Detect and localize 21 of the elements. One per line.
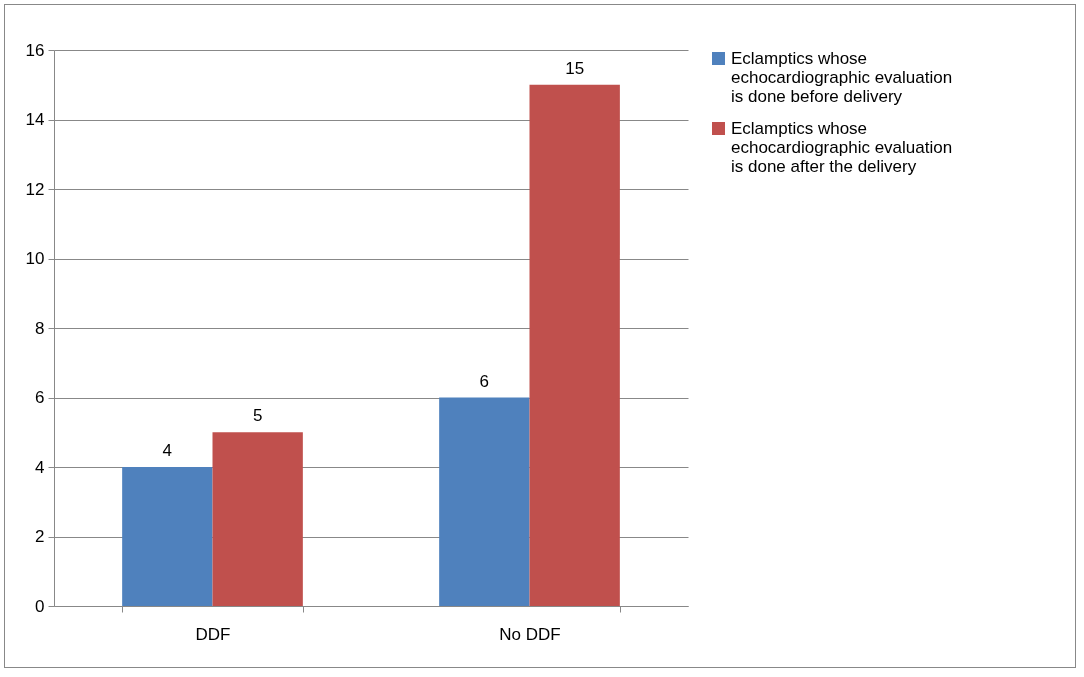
y-tick-label: 6: [35, 388, 45, 407]
x-tick-label: No DDF: [499, 624, 561, 644]
legend-label: Eclamptics whose echocardiographic evaluation is done before delivery: [731, 48, 953, 106]
y-tick-label: 10: [25, 249, 45, 268]
y-tick-label: 2: [35, 527, 45, 546]
y-tick-label: 0: [35, 596, 45, 616]
y-tick-label: 4: [35, 457, 45, 477]
data-label: 5: [252, 406, 263, 426]
x-tick-label: DDF: [195, 624, 231, 644]
bar: [122, 467, 213, 606]
y-tick-label: 14: [25, 110, 45, 129]
y-tick-label: 8: [35, 318, 45, 338]
legend-label: Eclamptics whose echocardiographic evaluation is done after the delivery: [731, 118, 953, 176]
y-tick-label: 16: [25, 40, 45, 60]
bar: [212, 432, 303, 606]
data-label: 15: [565, 58, 585, 78]
y-tick-label: 12: [25, 179, 45, 199]
bar: [529, 84, 620, 606]
bar: [439, 397, 530, 606]
data-label: 6: [479, 371, 490, 391]
data-label: 4: [162, 441, 173, 460]
